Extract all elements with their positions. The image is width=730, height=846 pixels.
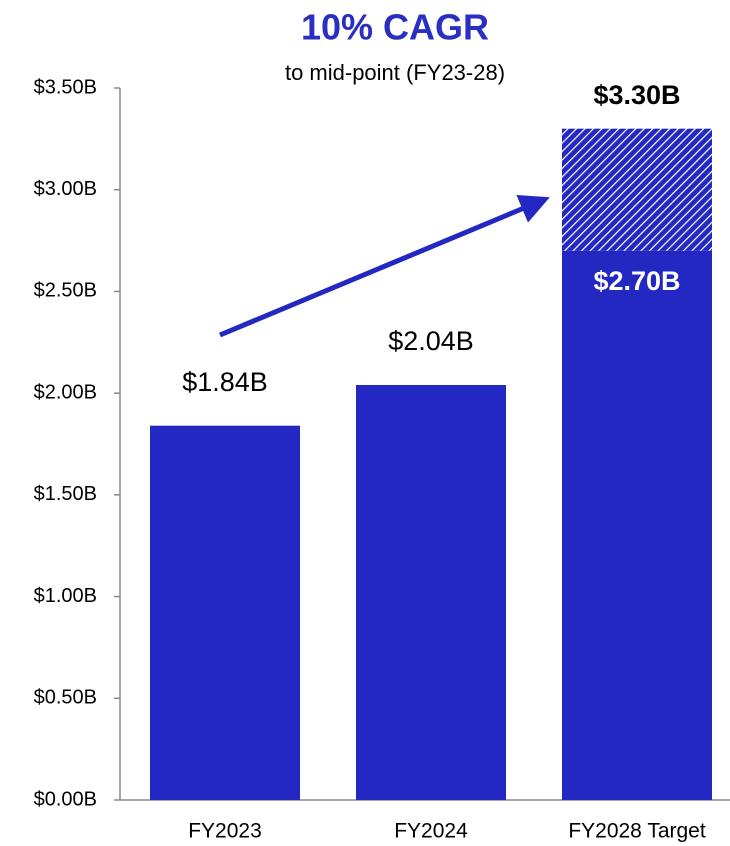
bar — [356, 385, 506, 800]
y-tick-label: $2.00B — [34, 381, 97, 403]
x-tick-label: FY2028 Target — [568, 820, 706, 843]
y-tick-label: $0.00B — [34, 788, 97, 810]
value-label: $1.84B — [182, 367, 268, 397]
bar — [150, 425, 300, 800]
bar — [562, 250, 712, 800]
y-tick-label: $1.00B — [34, 585, 97, 607]
value-label: $2.70B — [593, 266, 680, 296]
value-label: $2.04B — [388, 326, 474, 356]
y-tick-label: $3.50B — [34, 76, 97, 98]
chart-subtitle: to mid-point (FY23-28) — [285, 60, 505, 85]
chart-title: 10% CAGR — [301, 7, 489, 48]
x-tick-label: FY2024 — [394, 820, 468, 843]
x-tick-label: FY2023 — [188, 820, 262, 843]
cagr-arrow — [219, 194, 550, 338]
total-label: $3.30B — [593, 80, 680, 110]
y-tick-label: $1.50B — [34, 483, 97, 505]
bar — [562, 128, 712, 251]
y-tick-label: $0.50B — [34, 687, 97, 709]
y-tick-label: $2.50B — [34, 280, 97, 302]
y-tick-label: $3.00B — [34, 178, 97, 200]
